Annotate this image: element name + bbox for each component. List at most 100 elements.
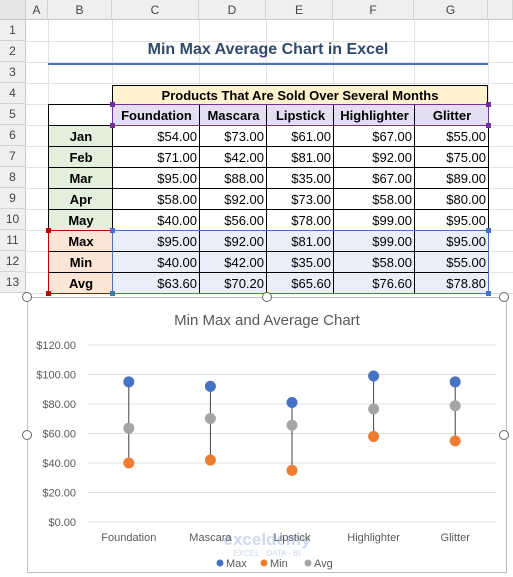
range-handle[interactable] <box>110 228 115 233</box>
sales-value[interactable]: $81.00 <box>266 146 334 168</box>
stat-value[interactable]: $42.00 <box>199 251 267 273</box>
product-header[interactable]: Foundation <box>112 104 200 126</box>
point-max <box>204 380 216 392</box>
stat-value[interactable]: $35.00 <box>266 251 334 273</box>
month-label[interactable]: Mar <box>48 167 113 189</box>
stat-value[interactable]: $78.80 <box>414 272 489 294</box>
stat-value[interactable]: $70.20 <box>199 272 267 294</box>
stat-label[interactable]: Avg <box>48 272 113 294</box>
column-header-c[interactable]: C <box>112 0 199 20</box>
stat-label[interactable]: Min <box>48 251 113 273</box>
sales-value[interactable]: $92.00 <box>199 188 267 210</box>
stat-value[interactable]: $55.00 <box>414 251 489 273</box>
chart-resize-handle[interactable] <box>262 292 272 302</box>
month-label[interactable]: Feb <box>48 146 113 168</box>
stat-value[interactable]: $58.00 <box>333 251 415 273</box>
chart-resize-handle[interactable] <box>22 292 32 302</box>
column-header-d[interactable]: D <box>199 0 266 20</box>
sales-value[interactable]: $88.00 <box>199 167 267 189</box>
month-label[interactable]: Jan <box>48 125 113 147</box>
range-handle[interactable] <box>46 291 51 296</box>
range-handle[interactable] <box>486 102 491 107</box>
product-header[interactable]: Glitter <box>414 104 489 126</box>
stat-value[interactable]: $63.60 <box>112 272 200 294</box>
sales-value[interactable]: $40.00 <box>112 209 200 231</box>
column-header-g[interactable]: G <box>414 0 488 20</box>
range-handle[interactable] <box>110 291 115 296</box>
sales-value[interactable]: $67.00 <box>333 125 415 147</box>
sales-value[interactable]: $92.00 <box>333 146 415 168</box>
range-handle[interactable] <box>486 291 491 296</box>
y-tick-label: $60.00 <box>42 429 76 441</box>
sales-value[interactable]: $89.00 <box>414 167 489 189</box>
select-all-corner[interactable] <box>0 0 26 20</box>
month-label[interactable]: May <box>48 209 113 231</box>
product-header[interactable]: Mascara <box>199 104 267 126</box>
sales-value[interactable]: $55.00 <box>414 125 489 147</box>
chart-title: Min Max and Average Chart <box>174 312 360 329</box>
row-header-12[interactable]: 12 <box>0 251 26 272</box>
row-header-7[interactable]: 7 <box>0 146 26 167</box>
table-corner-cell[interactable] <box>48 104 113 126</box>
row-header-8[interactable]: 8 <box>0 167 26 188</box>
row-header-3[interactable]: 3 <box>0 62 26 83</box>
product-header[interactable]: Lipstick <box>266 104 334 126</box>
point-max <box>368 370 380 382</box>
chart-resize-handle[interactable] <box>22 430 32 440</box>
point-max <box>449 376 461 388</box>
row-header-1[interactable]: 1 <box>0 20 26 41</box>
sales-value[interactable]: $67.00 <box>333 167 415 189</box>
sales-value[interactable]: $42.00 <box>199 146 267 168</box>
range-handle[interactable] <box>486 123 491 128</box>
stat-value[interactable]: $65.60 <box>266 272 334 294</box>
point-min <box>449 435 461 447</box>
sales-value[interactable]: $71.00 <box>112 146 200 168</box>
stat-value[interactable]: $40.00 <box>112 251 200 273</box>
legend-label-max: Max <box>226 558 247 570</box>
row-header-11[interactable]: 11 <box>0 230 26 251</box>
sales-value[interactable]: $78.00 <box>266 209 334 231</box>
row-header-10[interactable]: 10 <box>0 209 26 230</box>
sales-value[interactable]: $80.00 <box>414 188 489 210</box>
point-min <box>286 464 298 476</box>
row-header-13[interactable]: 13 <box>0 272 26 293</box>
sales-value[interactable]: $95.00 <box>112 167 200 189</box>
chart-resize-handle[interactable] <box>499 430 509 440</box>
sales-value[interactable]: $99.00 <box>333 209 415 231</box>
point-min <box>123 457 135 469</box>
stat-value[interactable]: $92.00 <box>199 230 267 252</box>
row-header-9[interactable]: 9 <box>0 188 26 209</box>
column-header-f[interactable]: F <box>333 0 414 20</box>
range-handle[interactable] <box>110 123 115 128</box>
chart[interactable]: Min Max and Average Chart $0.00 $20.00 $40.… <box>22 292 509 573</box>
month-label[interactable]: Apr <box>48 188 113 210</box>
sales-value[interactable]: $35.00 <box>266 167 334 189</box>
sales-value[interactable]: $61.00 <box>266 125 334 147</box>
row-header-6[interactable]: 6 <box>0 125 26 146</box>
column-header-b[interactable]: B <box>48 0 112 20</box>
sales-value[interactable]: $58.00 <box>333 188 415 210</box>
row-header-2[interactable]: 2 <box>0 41 26 62</box>
row-header-4[interactable]: 4 <box>0 83 26 104</box>
row-header-5[interactable]: 5 <box>0 104 26 125</box>
stat-value[interactable]: $99.00 <box>333 230 415 252</box>
column-header-a[interactable]: A <box>26 0 48 20</box>
range-handle[interactable] <box>46 228 51 233</box>
point-max <box>123 376 135 388</box>
sales-value[interactable]: $73.00 <box>199 125 267 147</box>
stat-value[interactable]: $95.00 <box>112 230 200 252</box>
sales-value[interactable]: $56.00 <box>199 209 267 231</box>
y-tick-label: $80.00 <box>42 399 76 411</box>
sales-value[interactable]: $95.00 <box>414 209 489 231</box>
sales-value[interactable]: $58.00 <box>112 188 200 210</box>
range-handle[interactable] <box>110 102 115 107</box>
sales-value[interactable]: $73.00 <box>266 188 334 210</box>
column-header-e[interactable]: E <box>266 0 333 20</box>
table-caption[interactable]: Products That Are Sold Over Several Mont… <box>112 85 488 106</box>
legend-marker-avg <box>304 559 312 567</box>
sales-value[interactable]: $75.00 <box>414 146 489 168</box>
chart-resize-handle[interactable] <box>499 292 509 302</box>
sales-value[interactable]: $54.00 <box>112 125 200 147</box>
stat-value[interactable]: $76.60 <box>333 272 415 294</box>
range-handle[interactable] <box>486 228 491 233</box>
